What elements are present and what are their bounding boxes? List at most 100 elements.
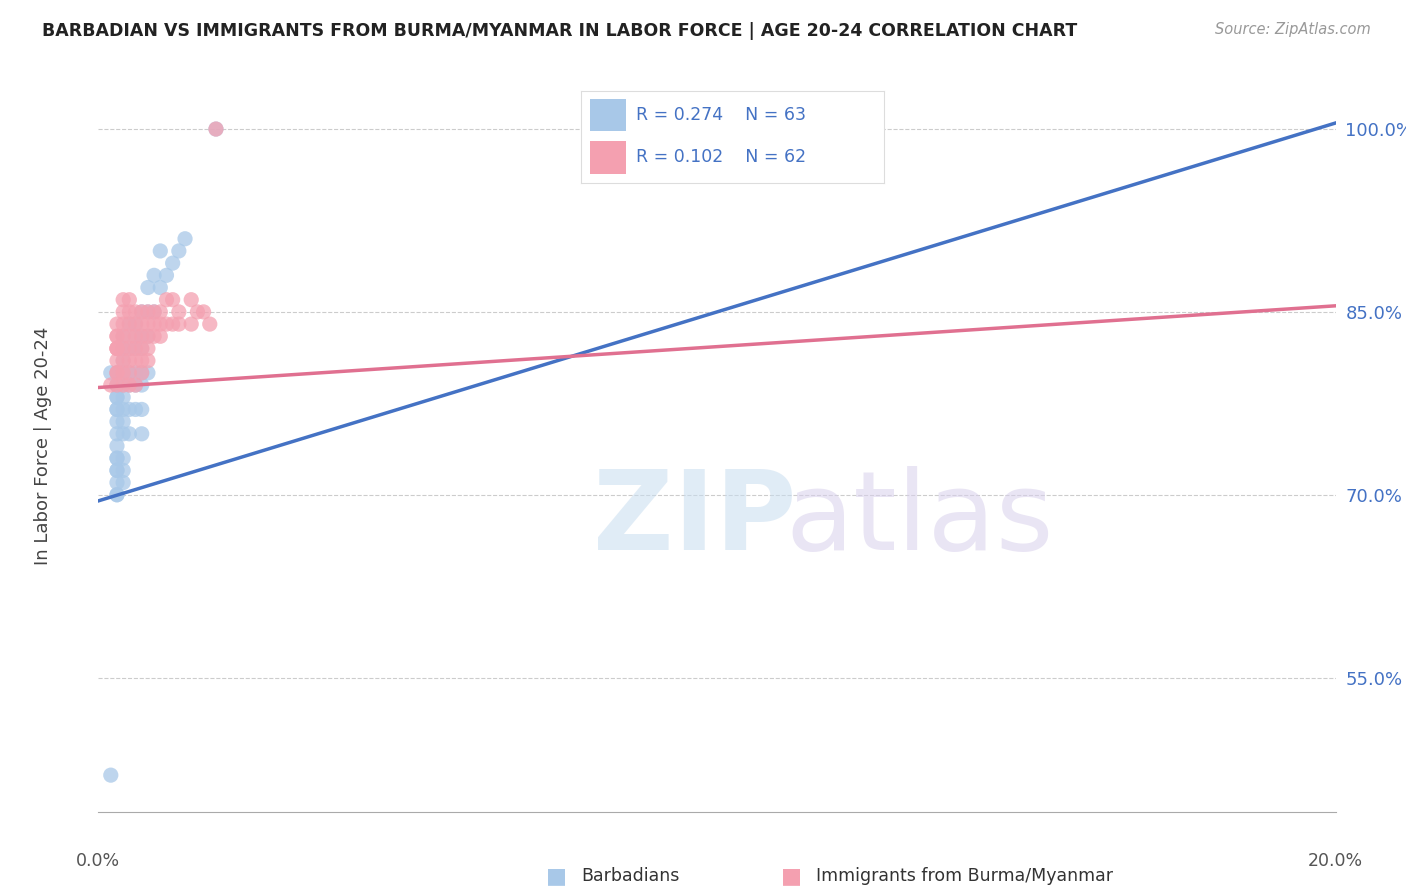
Point	[105, 390, 128, 404]
Point	[105, 426, 128, 441]
Point	[143, 268, 166, 283]
Point	[162, 317, 184, 331]
Point	[112, 366, 135, 380]
Point	[105, 329, 128, 343]
Point	[136, 329, 159, 343]
Point	[105, 378, 128, 392]
Point	[131, 426, 153, 441]
Point	[155, 268, 177, 283]
Point	[118, 378, 141, 392]
Point	[112, 353, 135, 368]
Point	[118, 378, 141, 392]
Point	[105, 475, 128, 490]
Point	[174, 232, 197, 246]
Point	[105, 390, 128, 404]
Text: ZIP: ZIP	[593, 466, 797, 573]
Point	[136, 353, 159, 368]
Point	[112, 402, 135, 417]
Point	[105, 366, 128, 380]
Point	[124, 317, 146, 331]
Point	[136, 329, 159, 343]
Point	[136, 366, 159, 380]
Point	[112, 342, 135, 356]
Point	[124, 378, 146, 392]
Point	[162, 256, 184, 270]
Point	[105, 488, 128, 502]
Point	[105, 329, 128, 343]
Point	[118, 293, 141, 307]
Text: Immigrants from Burma/Myanmar: Immigrants from Burma/Myanmar	[815, 867, 1114, 885]
Point	[136, 305, 159, 319]
Point	[136, 305, 159, 319]
Point	[105, 353, 128, 368]
Point	[143, 305, 166, 319]
Point	[167, 317, 190, 331]
Point	[105, 451, 128, 466]
Point	[131, 317, 153, 331]
Point	[186, 305, 208, 319]
Point	[149, 244, 172, 258]
Point	[149, 280, 172, 294]
Text: atlas: atlas	[785, 466, 1053, 573]
Point	[131, 305, 153, 319]
Point	[124, 342, 146, 356]
Point	[105, 342, 128, 356]
Text: 20.0%: 20.0%	[1308, 852, 1364, 870]
Point	[180, 317, 202, 331]
Point	[118, 353, 141, 368]
Point	[112, 415, 135, 429]
Point	[143, 329, 166, 343]
Point	[124, 305, 146, 319]
Text: In Labor Force | Age 20-24: In Labor Force | Age 20-24	[34, 326, 52, 566]
Point	[131, 366, 153, 380]
Text: Source: ZipAtlas.com: Source: ZipAtlas.com	[1215, 22, 1371, 37]
Point	[105, 463, 128, 477]
Point	[112, 451, 135, 466]
Point	[118, 342, 141, 356]
Point	[112, 378, 135, 392]
Point	[118, 342, 141, 356]
Point	[180, 293, 202, 307]
Point	[131, 353, 153, 368]
Point	[124, 402, 146, 417]
Point	[112, 463, 135, 477]
Point	[124, 329, 146, 343]
Point	[105, 451, 128, 466]
Text: ■: ■	[546, 867, 567, 887]
Point	[205, 122, 228, 136]
Point	[118, 317, 141, 331]
Point	[131, 402, 153, 417]
Point	[112, 329, 135, 343]
Point	[124, 317, 146, 331]
Point	[105, 415, 128, 429]
Point	[100, 768, 122, 782]
Point	[118, 366, 141, 380]
Point	[112, 475, 135, 490]
Point	[136, 342, 159, 356]
Point	[167, 305, 190, 319]
Point	[118, 305, 141, 319]
Point	[136, 280, 159, 294]
Text: 0.0%: 0.0%	[76, 852, 121, 870]
Point	[105, 402, 128, 417]
Point	[198, 317, 221, 331]
Point	[131, 329, 153, 343]
Point	[100, 378, 122, 392]
Point	[136, 317, 159, 331]
Point	[149, 329, 172, 343]
Point	[105, 439, 128, 453]
Point	[131, 378, 153, 392]
Point	[105, 378, 128, 392]
Point	[112, 293, 135, 307]
Point	[105, 402, 128, 417]
Point	[112, 390, 135, 404]
Point	[118, 366, 141, 380]
Point	[105, 488, 128, 502]
Point	[143, 305, 166, 319]
Point	[112, 378, 135, 392]
Point	[155, 293, 177, 307]
Point	[105, 366, 128, 380]
Point	[131, 329, 153, 343]
Point	[149, 317, 172, 331]
Point	[112, 353, 135, 368]
